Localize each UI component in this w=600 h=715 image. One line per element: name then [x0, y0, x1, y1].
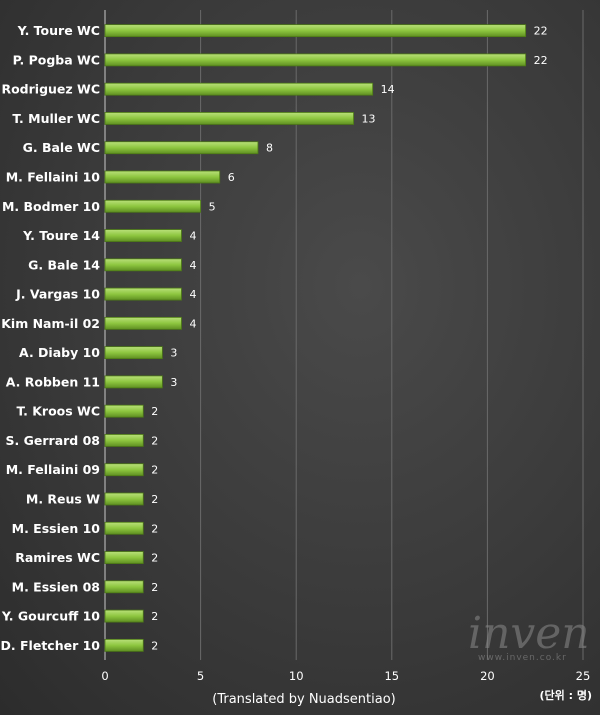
- unit-note: (단위 : 명): [540, 688, 592, 702]
- bar: [104, 346, 163, 360]
- category-label: M. Essien 08: [12, 579, 100, 594]
- bar: [104, 434, 144, 447]
- data-label: 2: [151, 493, 158, 506]
- category-label: J. Rodriguez WC: [0, 82, 100, 97]
- data-label: 2: [151, 610, 158, 623]
- watermark-brand: inven: [468, 608, 590, 659]
- bar: [104, 24, 527, 38]
- grid-lines: [104, 10, 584, 660]
- category-label: Y. Toure WC: [17, 23, 100, 38]
- bar: [104, 82, 374, 96]
- data-label: 6: [228, 171, 235, 184]
- bar: [104, 580, 144, 594]
- category-label: G. Bale WC: [23, 140, 100, 155]
- category-label: M. Bodmer 10: [2, 199, 100, 214]
- category-label: T. Muller WC: [12, 111, 100, 126]
- data-label: 2: [151, 639, 158, 652]
- bar: [104, 316, 182, 330]
- category-label: P. Pogba WC: [13, 52, 100, 67]
- bar: [104, 551, 144, 564]
- data-label: 8: [266, 142, 273, 155]
- bar: [104, 287, 182, 301]
- data-label: 3: [170, 347, 177, 360]
- bar: [104, 375, 163, 389]
- watermark-logo: inven www.inven.co.kr: [468, 608, 590, 663]
- x-tick-label: 0: [101, 669, 108, 683]
- category-label: Y. Toure 14: [22, 228, 100, 243]
- category-label: M. Reus W: [26, 492, 100, 507]
- bar: [104, 638, 144, 652]
- category-label: D. Fletcher 10: [1, 638, 101, 653]
- category-label: S. Gerrard 08: [6, 433, 100, 448]
- data-label: 4: [189, 317, 196, 330]
- bar: [104, 521, 144, 535]
- category-label: A. Diaby 10: [19, 345, 100, 360]
- data-label: 4: [189, 259, 196, 272]
- bar: [104, 170, 221, 184]
- data-label: 2: [151, 464, 158, 477]
- category-label: A. Robben 11: [6, 374, 100, 389]
- data-label: 5: [209, 200, 216, 213]
- bar: [104, 492, 144, 506]
- category-label: G. Bale 14: [28, 257, 100, 272]
- watermark-site: www.inven.co.kr: [478, 653, 567, 663]
- x-tick-label: 15: [384, 669, 399, 683]
- data-label: 2: [151, 405, 158, 418]
- data-label: 4: [189, 288, 196, 301]
- data-label: 2: [151, 552, 158, 565]
- data-label: 3: [170, 376, 177, 389]
- data-label: 13: [362, 112, 376, 125]
- bar: [104, 609, 144, 623]
- category-label: M. Fellaini 09: [6, 462, 100, 477]
- bar: [104, 141, 259, 155]
- data-label: 22: [534, 54, 548, 67]
- data-label: 22: [534, 25, 548, 38]
- x-tick-label: 20: [480, 669, 495, 683]
- category-label: Kim Nam-il 02: [1, 316, 100, 331]
- category-label: Y. Gourcuff 10: [1, 609, 100, 624]
- bars-group: [104, 24, 527, 652]
- x-tick-label: 10: [289, 669, 304, 683]
- data-label: 2: [151, 581, 158, 594]
- data-label: 14: [381, 83, 395, 96]
- bar: [104, 258, 182, 272]
- x-tick-label: 25: [576, 669, 591, 683]
- category-label: Ramires WC: [15, 550, 100, 565]
- x-tick-label: 5: [197, 669, 204, 683]
- category-label: T. Kroos WC: [16, 404, 100, 419]
- data-label: 2: [151, 434, 158, 447]
- bar: [104, 199, 201, 213]
- bar: [104, 53, 527, 67]
- category-label: M. Fellaini 10: [6, 170, 101, 185]
- data-label: 4: [189, 230, 196, 243]
- x-axis-title: (Translated by Nuadsentiao): [212, 692, 395, 707]
- bar: [104, 463, 144, 477]
- data-label: 2: [151, 522, 158, 535]
- category-label: J. Vargas 10: [15, 287, 100, 302]
- bar: [104, 404, 144, 418]
- bar: [104, 229, 182, 242]
- category-label: M. Essien 10: [12, 521, 101, 536]
- bar: [104, 112, 354, 125]
